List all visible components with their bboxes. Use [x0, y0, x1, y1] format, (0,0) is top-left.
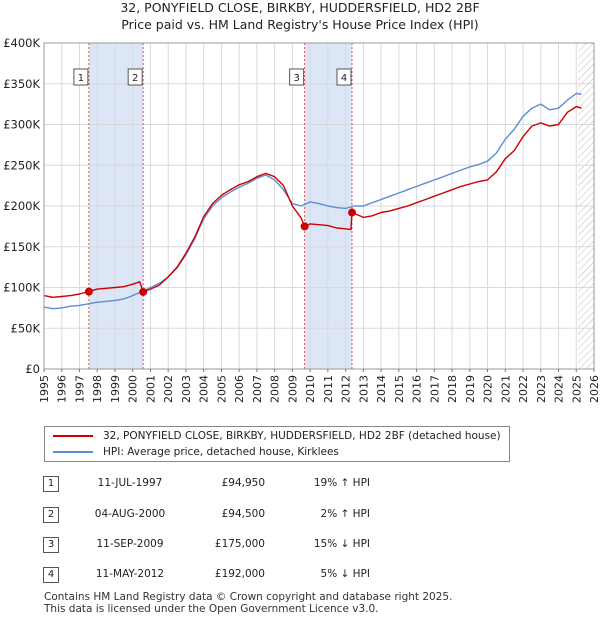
x-tick-label: 2025: [570, 375, 583, 403]
x-tick-label: 2019: [464, 375, 477, 403]
legend-label-hpi: HPI: Average price, detached house, Kirk…: [103, 446, 339, 458]
sale-number-label: 4: [341, 73, 347, 84]
property-series-line: [43, 105, 582, 298]
table-row: 1 11-JUL-1997 £94,950 19% ↑ HPI: [0, 476, 600, 496]
y-tick-label: £200K: [3, 199, 40, 213]
x-tick-label: 2013: [357, 375, 370, 403]
hpi-series-line: [43, 92, 582, 310]
x-tick-label: 2012: [340, 375, 353, 403]
x-tick-label: 2022: [517, 375, 530, 403]
y-tick-label: £50K: [11, 321, 41, 335]
x-tick-label: 2024: [553, 375, 566, 403]
x-tick-label: 1997: [73, 375, 86, 403]
sale-number-box: [336, 68, 352, 86]
transaction-price: £94,950: [221, 477, 265, 489]
x-tick-label: 2007: [251, 375, 264, 403]
footer-copyright: Contains HM Land Registry data © Crown c…: [44, 591, 453, 603]
table-row: 4 11-MAY-2012 £192,000 5% ↓ HPI: [0, 567, 600, 587]
chart-subtitle: Price paid vs. HM Land Registry's House …: [121, 17, 479, 32]
y-tick-label: £300K: [3, 118, 40, 132]
x-tick-label: 2014: [375, 375, 388, 403]
x-tick-label: 2016: [411, 375, 424, 403]
x-tick-label: 2001: [144, 375, 157, 403]
x-tick-label: 2015: [393, 375, 406, 403]
x-tick-label: 1998: [91, 375, 104, 403]
sale-number-box: [73, 68, 89, 86]
x-tick-label: 1996: [56, 375, 69, 403]
sale-number-box: [127, 68, 143, 86]
transaction-date: 11-MAY-2012: [95, 568, 165, 580]
table-row: 3 11-SEP-2009 £175,000 15% ↓ HPI: [0, 537, 600, 557]
y-tick-label: £150K: [3, 240, 40, 254]
sale-number-label: 3: [293, 73, 299, 84]
footer-license: This data is licensed under the Open Gov…: [44, 603, 379, 615]
y-tick-label: £100K: [3, 281, 40, 295]
sale-point: [84, 287, 93, 296]
y-tick-label: £250K: [3, 158, 40, 172]
transaction-hpi: 2% ↑ HPI: [320, 508, 370, 520]
x-tick-label: 2010: [304, 375, 317, 403]
transaction-price: £175,000: [214, 538, 265, 550]
price-chart: 1 2 3 4 £0 £50K £100K £150K £200K £250K £300K £350K…: [3, 36, 600, 403]
x-tick-label: 2002: [162, 375, 175, 403]
y-tick-label: £400K: [3, 36, 40, 50]
x-tick-label: 2023: [535, 375, 548, 403]
x-tick-label: 2020: [482, 375, 495, 403]
x-tick-label: 1995: [38, 375, 51, 403]
transaction-hpi: 5% ↓ HPI: [320, 568, 370, 580]
plot-border: [43, 42, 595, 370]
transaction-hpi: 19% ↑ HPI: [313, 477, 370, 489]
x-tick-label: 2026: [588, 375, 600, 403]
sale-point: [300, 222, 309, 231]
x-tick-label: 2018: [446, 375, 459, 403]
x-tick-label: 2003: [180, 375, 193, 403]
transaction-date: 11-SEP-2009: [96, 538, 164, 550]
x-tick-label: 2021: [499, 375, 512, 403]
sale-point: [139, 287, 148, 296]
legend-swatch-property: [53, 435, 93, 437]
x-tick-label: 2008: [269, 375, 282, 403]
transaction-number: 1: [43, 476, 59, 492]
transaction-date: 11-JUL-1997: [97, 477, 163, 489]
y-tick-label: £350K: [3, 77, 40, 91]
table-row: 2 04-AUG-2000 £94,500 2% ↑ HPI: [0, 507, 600, 527]
transaction-price: £192,000: [214, 568, 265, 580]
x-tick-label: 2009: [286, 375, 299, 403]
x-tick-label: 2005: [215, 375, 228, 403]
y-tick-label: £0: [25, 362, 40, 376]
legend-item-property: 32, PONYFIELD CLOSE, BIRKBY, HUDDERSFIEL…: [53, 428, 501, 444]
chart-title: 32, PONYFIELD CLOSE, BIRKBY, HUDDERSFIEL…: [120, 0, 480, 15]
transaction-price: £94,500: [221, 508, 265, 520]
legend-swatch-hpi: [53, 451, 93, 453]
transaction-number: 2: [43, 507, 59, 523]
transaction-date: 04-AUG-2000: [94, 508, 166, 520]
sale-point: [348, 208, 356, 217]
sale-number-box: [289, 68, 305, 86]
transaction-number: 3: [43, 537, 59, 553]
transaction-hpi: 15% ↓ HPI: [313, 538, 370, 550]
legend-item-hpi: HPI: Average price, detached house, Kirk…: [53, 444, 339, 460]
legend-label-property: 32, PONYFIELD CLOSE, BIRKBY, HUDDERSFIEL…: [103, 430, 501, 442]
x-tick-label: 2000: [127, 375, 140, 403]
transaction-number: 4: [43, 567, 59, 583]
x-tick-label: 2006: [233, 375, 246, 403]
sale-number-label: 2: [132, 73, 138, 84]
x-tick-label: 2011: [322, 375, 335, 403]
sale-number-label: 1: [78, 73, 84, 84]
x-tick-label: 2017: [428, 375, 441, 403]
x-tick-label: 1999: [109, 375, 122, 403]
x-tick-label: 2004: [198, 375, 211, 403]
legend: 32, PONYFIELD CLOSE, BIRKBY, HUDDERSFIEL…: [44, 426, 510, 462]
